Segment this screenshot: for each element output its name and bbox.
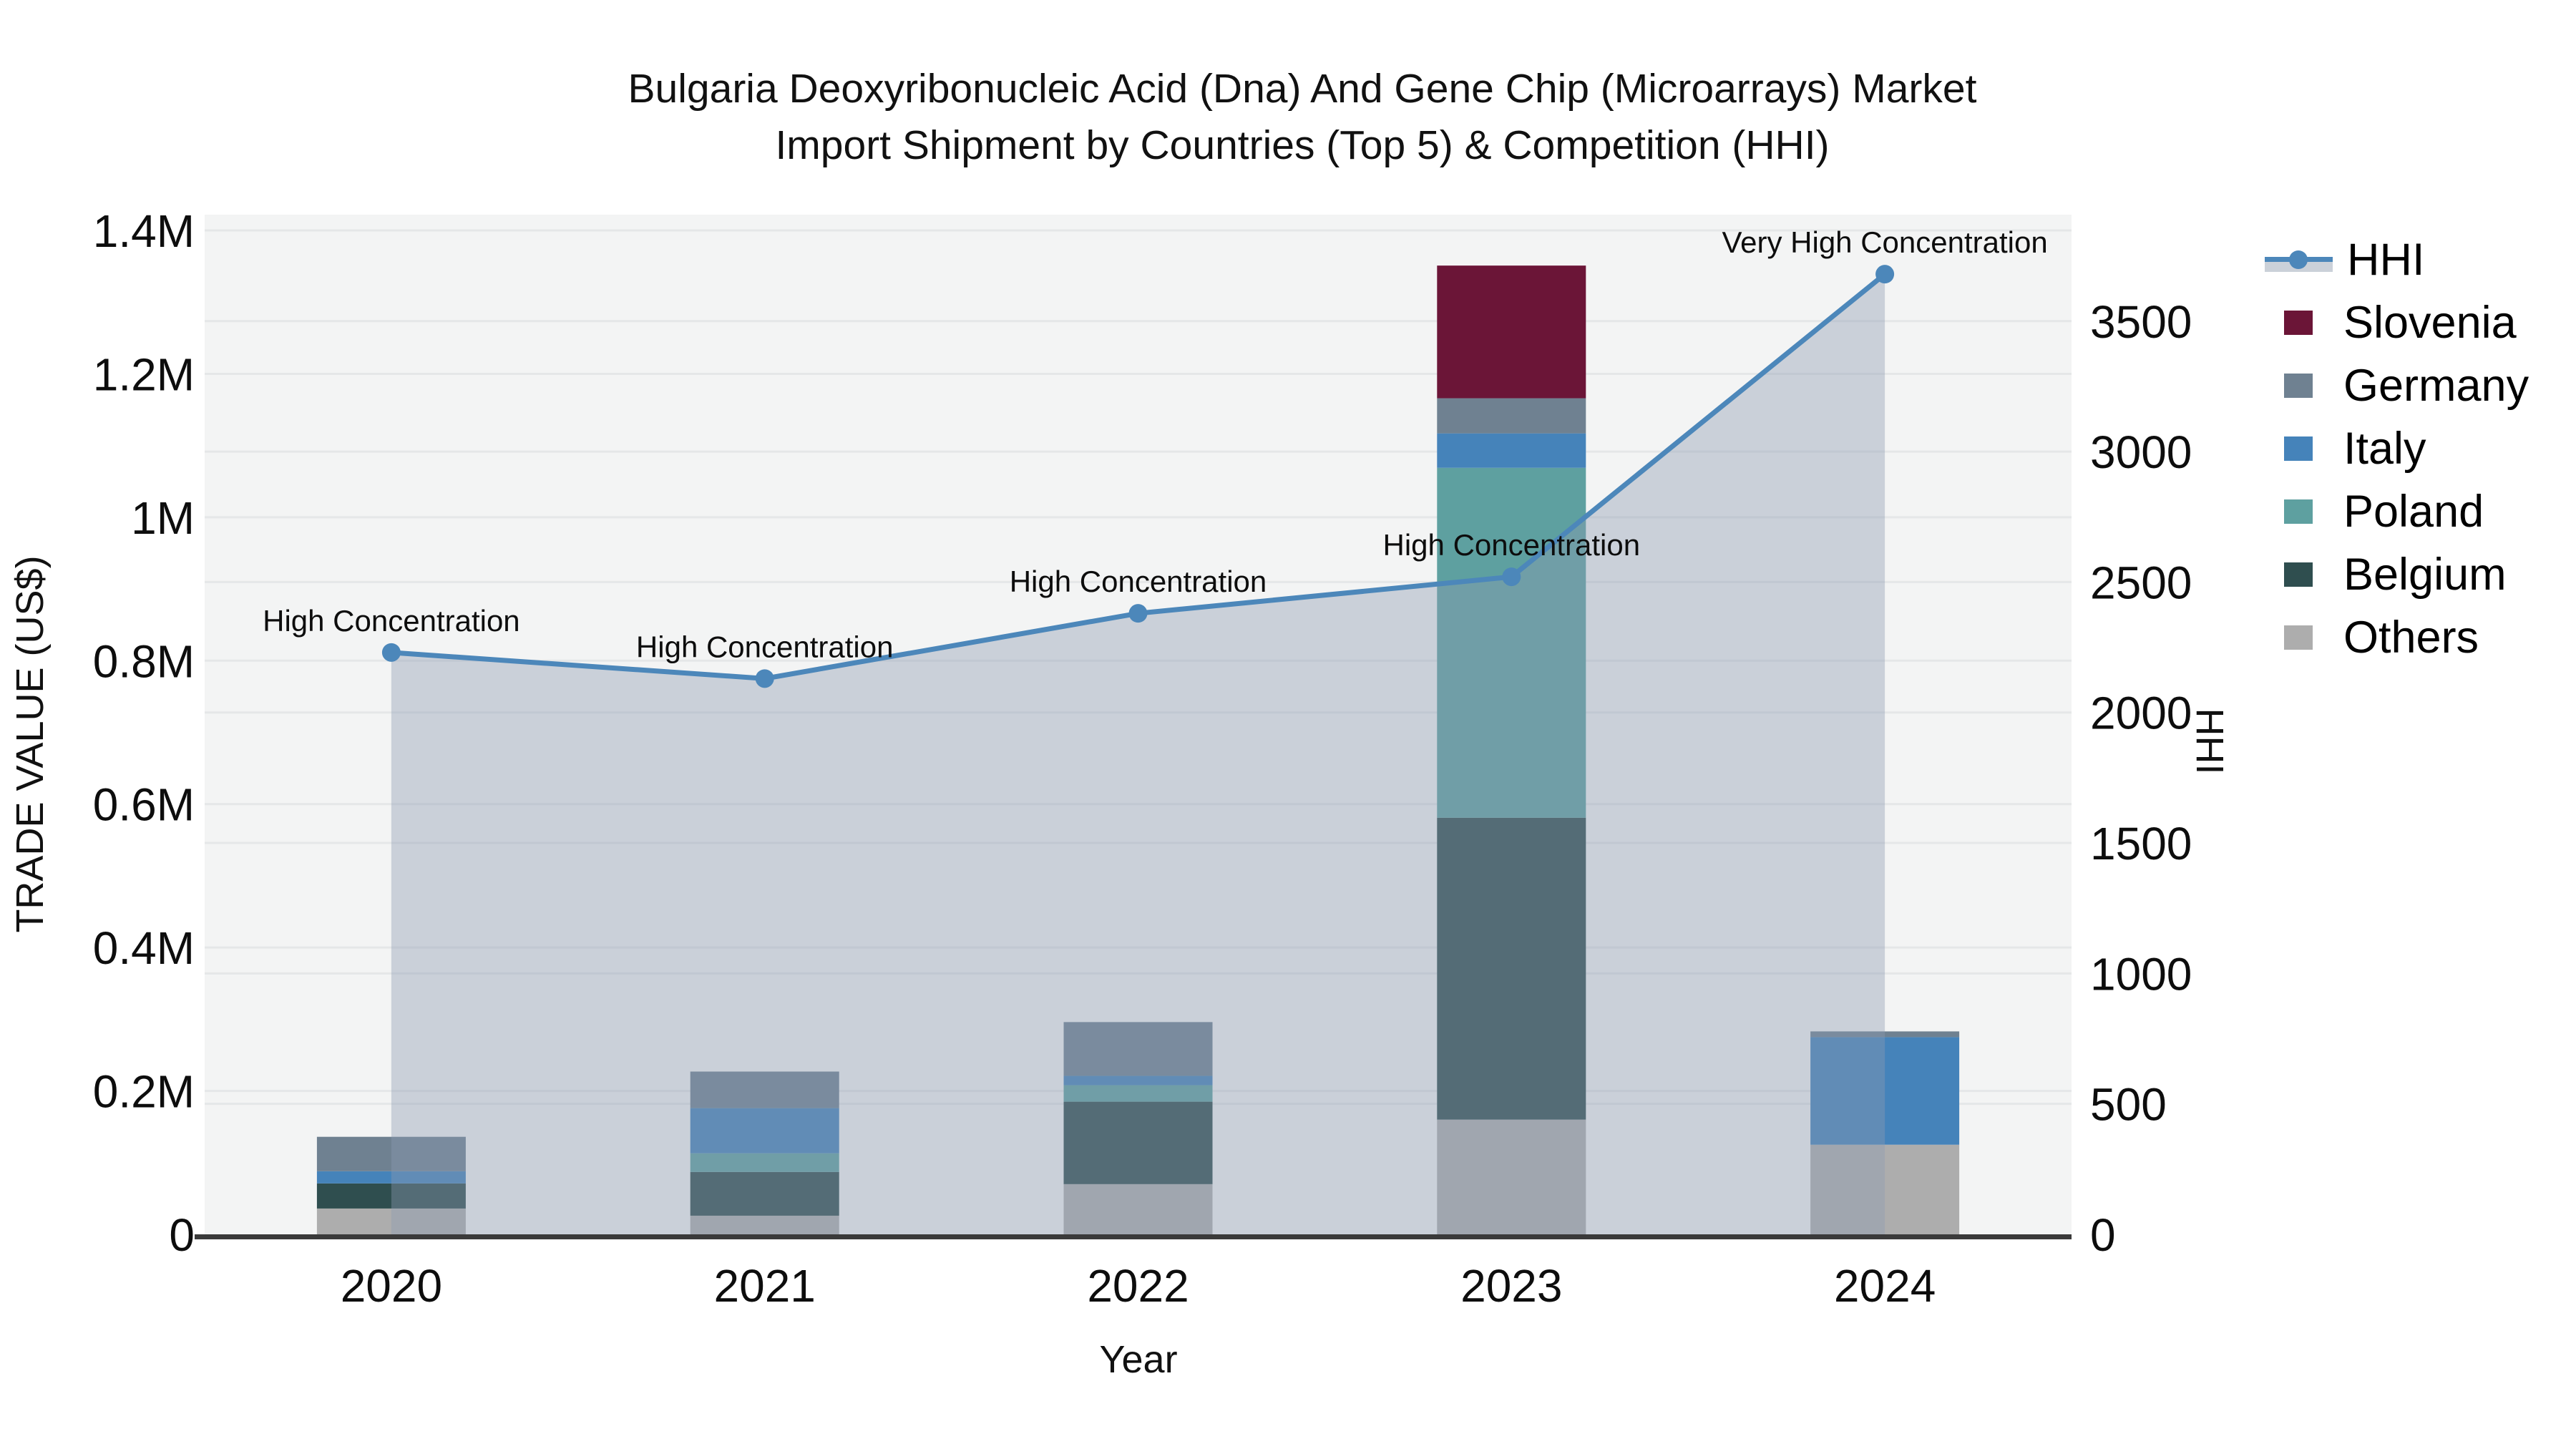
hhi-point-2024[interactable]: [1875, 265, 1895, 284]
legend: HHI Slovenia Germany Italy Poland Belgium Othe…: [2265, 235, 2529, 663]
y-left-tick-label: 1M: [131, 492, 195, 544]
annotation: Very High Concentration: [1722, 225, 2047, 259]
bar-segment-belgium-2023[interactable]: [1437, 817, 1586, 1120]
x-axis-line: [195, 1234, 2072, 1239]
legend-label-italy: Italy: [2343, 424, 2426, 474]
legend-item-others[interactable]: Others: [2265, 613, 2529, 663]
legend-swatch-slovenia: [2284, 311, 2313, 335]
legend-item-germany[interactable]: Germany: [2265, 361, 2529, 411]
y-right-tick-label: 500: [2090, 1079, 2167, 1131]
bar-segment-others-2023[interactable]: [1437, 1119, 1586, 1234]
y-right-tick-label: 2500: [2090, 557, 2192, 608]
x-tick-label: 2021: [714, 1260, 816, 1312]
legend-label-others: Others: [2343, 613, 2479, 663]
hhi-point-2022[interactable]: [1128, 604, 1148, 623]
legend-label-slovenia: Slovenia: [2343, 298, 2517, 348]
annotation: High Concentration: [263, 604, 520, 638]
legend-item-belgium[interactable]: Belgium: [2265, 550, 2529, 600]
y-left-tick-label: 0.4M: [93, 922, 195, 974]
x-tick-label: 2023: [1460, 1260, 1562, 1312]
bar-segment-germany-2022[interactable]: [1063, 1022, 1213, 1076]
bar-segment-poland-2021[interactable]: [690, 1153, 839, 1172]
legend-label-poland: Poland: [2343, 487, 2484, 537]
bar-segment-germany-2021[interactable]: [690, 1071, 839, 1108]
y-right-tick-label: 0: [2090, 1209, 2116, 1261]
legend-label-hhi: HHI: [2347, 235, 2425, 285]
bar-segment-others-2020[interactable]: [316, 1208, 466, 1234]
legend-swatch-poland: [2284, 499, 2313, 524]
chart-title-line2: Import Shipment by Countries (Top 5) & C…: [775, 122, 1830, 168]
bar-segment-germany-2024[interactable]: [1810, 1031, 1960, 1038]
y-right-tick-label: 3500: [2090, 296, 2192, 348]
bar-segment-others-2024[interactable]: [1810, 1144, 1960, 1234]
chart-title: Bulgaria Deoxyribonucleic Acid (Dna) And…: [0, 61, 2576, 173]
hhi-point-2020[interactable]: [381, 643, 401, 662]
y-right-tick-label: 1000: [2090, 948, 2192, 1000]
bar-segment-poland-2023[interactable]: [1437, 467, 1586, 818]
y-axis-title-right: HHI: [2188, 708, 2231, 775]
legend-swatch-italy: [2284, 436, 2313, 461]
bar-segment-belgium-2020[interactable]: [316, 1183, 466, 1209]
y-left-tick-label: 1.4M: [93, 205, 195, 257]
bar-segment-slovenia-2023[interactable]: [1437, 265, 1586, 399]
legend-item-slovenia[interactable]: Slovenia: [2265, 298, 2529, 348]
bar-segment-italy-2023[interactable]: [1437, 433, 1586, 468]
bar-segment-germany-2020[interactable]: [316, 1136, 466, 1171]
bar-segment-italy-2021[interactable]: [690, 1108, 839, 1153]
y-axis-title-left: TRADE VALUE (US$): [9, 555, 52, 933]
legend-item-hhi[interactable]: HHI: [2265, 235, 2529, 285]
annotation: High Concentration: [1383, 528, 1641, 562]
legend-swatch-belgium: [2284, 562, 2313, 587]
annotation: High Concentration: [1010, 565, 1267, 598]
bar-segment-others-2022[interactable]: [1063, 1184, 1213, 1234]
x-axis-title: Year: [1099, 1338, 1178, 1381]
y-right-tick-label: 3000: [2090, 426, 2192, 478]
hhi-point-2023[interactable]: [1502, 567, 1521, 587]
legend-label-germany: Germany: [2343, 361, 2529, 411]
bar-segment-italy-2024[interactable]: [1810, 1037, 1960, 1145]
annotation: High Concentration: [636, 630, 894, 663]
hhi-marker-swatch: [2289, 250, 2308, 269]
hhi-point-2021[interactable]: [755, 669, 774, 688]
y-left-tick-label: 0.6M: [93, 779, 195, 831]
bar-segment-italy-2020[interactable]: [316, 1171, 466, 1184]
legend-item-poland[interactable]: Poland: [2265, 487, 2529, 537]
legend-swatch-others: [2284, 625, 2313, 650]
y-left-tick-label: 0: [169, 1209, 195, 1261]
x-tick-label: 2020: [341, 1260, 442, 1312]
y-right-tick-label: 1500: [2090, 818, 2192, 869]
hhi-legend-line-icon: [2265, 235, 2333, 285]
legend-label-belgium: Belgium: [2343, 550, 2507, 600]
bar-segment-belgium-2022[interactable]: [1063, 1101, 1213, 1184]
bar-segment-belgium-2021[interactable]: [690, 1171, 839, 1216]
y-left-tick-label: 0.2M: [93, 1066, 195, 1118]
hhi-area: [391, 274, 1885, 1234]
y-left-tick-label: 0.8M: [93, 635, 195, 687]
legend-swatch-germany: [2284, 374, 2313, 398]
y-left-tick-label: 1.2M: [93, 348, 195, 400]
y-right-tick-label: 2000: [2090, 688, 2192, 739]
bar-segment-others-2021[interactable]: [690, 1215, 839, 1234]
x-tick-label: 2022: [1087, 1260, 1189, 1312]
chart-title-line1: Bulgaria Deoxyribonucleic Acid (Dna) And…: [628, 66, 1977, 112]
bar-segment-poland-2022[interactable]: [1063, 1085, 1213, 1102]
bar-segment-italy-2022[interactable]: [1063, 1075, 1213, 1085]
legend-item-italy[interactable]: Italy: [2265, 424, 2529, 474]
x-tick-label: 2024: [1834, 1260, 1936, 1312]
bar-segment-germany-2023[interactable]: [1437, 398, 1586, 434]
